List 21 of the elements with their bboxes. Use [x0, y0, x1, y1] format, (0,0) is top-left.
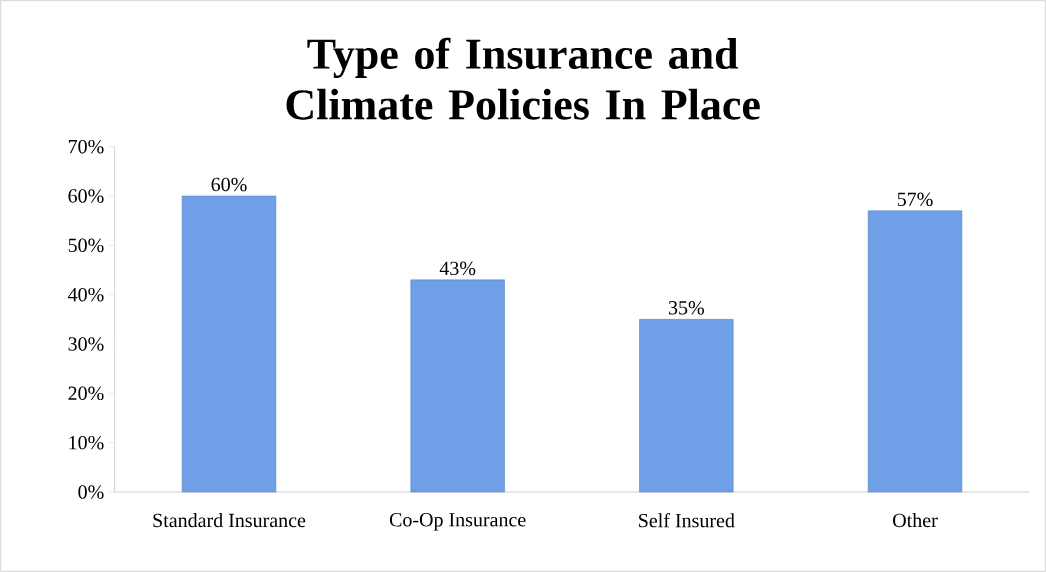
bar [639, 319, 734, 493]
y-tick-label: 50% [68, 238, 104, 253]
x-tick-label: Other [893, 513, 938, 528]
data-label: 35% [668, 301, 704, 315]
data-label: 60% [211, 177, 247, 192]
x-tick-label: Co-Op Insurance [389, 513, 526, 531]
y-tick-label: 0% [78, 485, 104, 499]
bar [181, 195, 277, 493]
data-label: 57% [897, 192, 933, 207]
y-tick-label: 10% [69, 435, 104, 450]
x-tick-label: Standard Insurance [153, 513, 306, 528]
y-tick-label: 60% [68, 189, 104, 203]
y-tick-label: 70% [68, 139, 104, 154]
y-tick-label: 20% [68, 386, 104, 401]
chart-title: Type of Insurance and Climate Policies In Place [286, 37, 760, 120]
y-tick-label: 30% [68, 337, 104, 351]
x-tick-label: Self Insured [639, 513, 735, 528]
bar [867, 210, 963, 493]
bar [410, 279, 505, 493]
y-tick-label: 40% [68, 287, 104, 302]
data-label: 43% [439, 261, 476, 276]
